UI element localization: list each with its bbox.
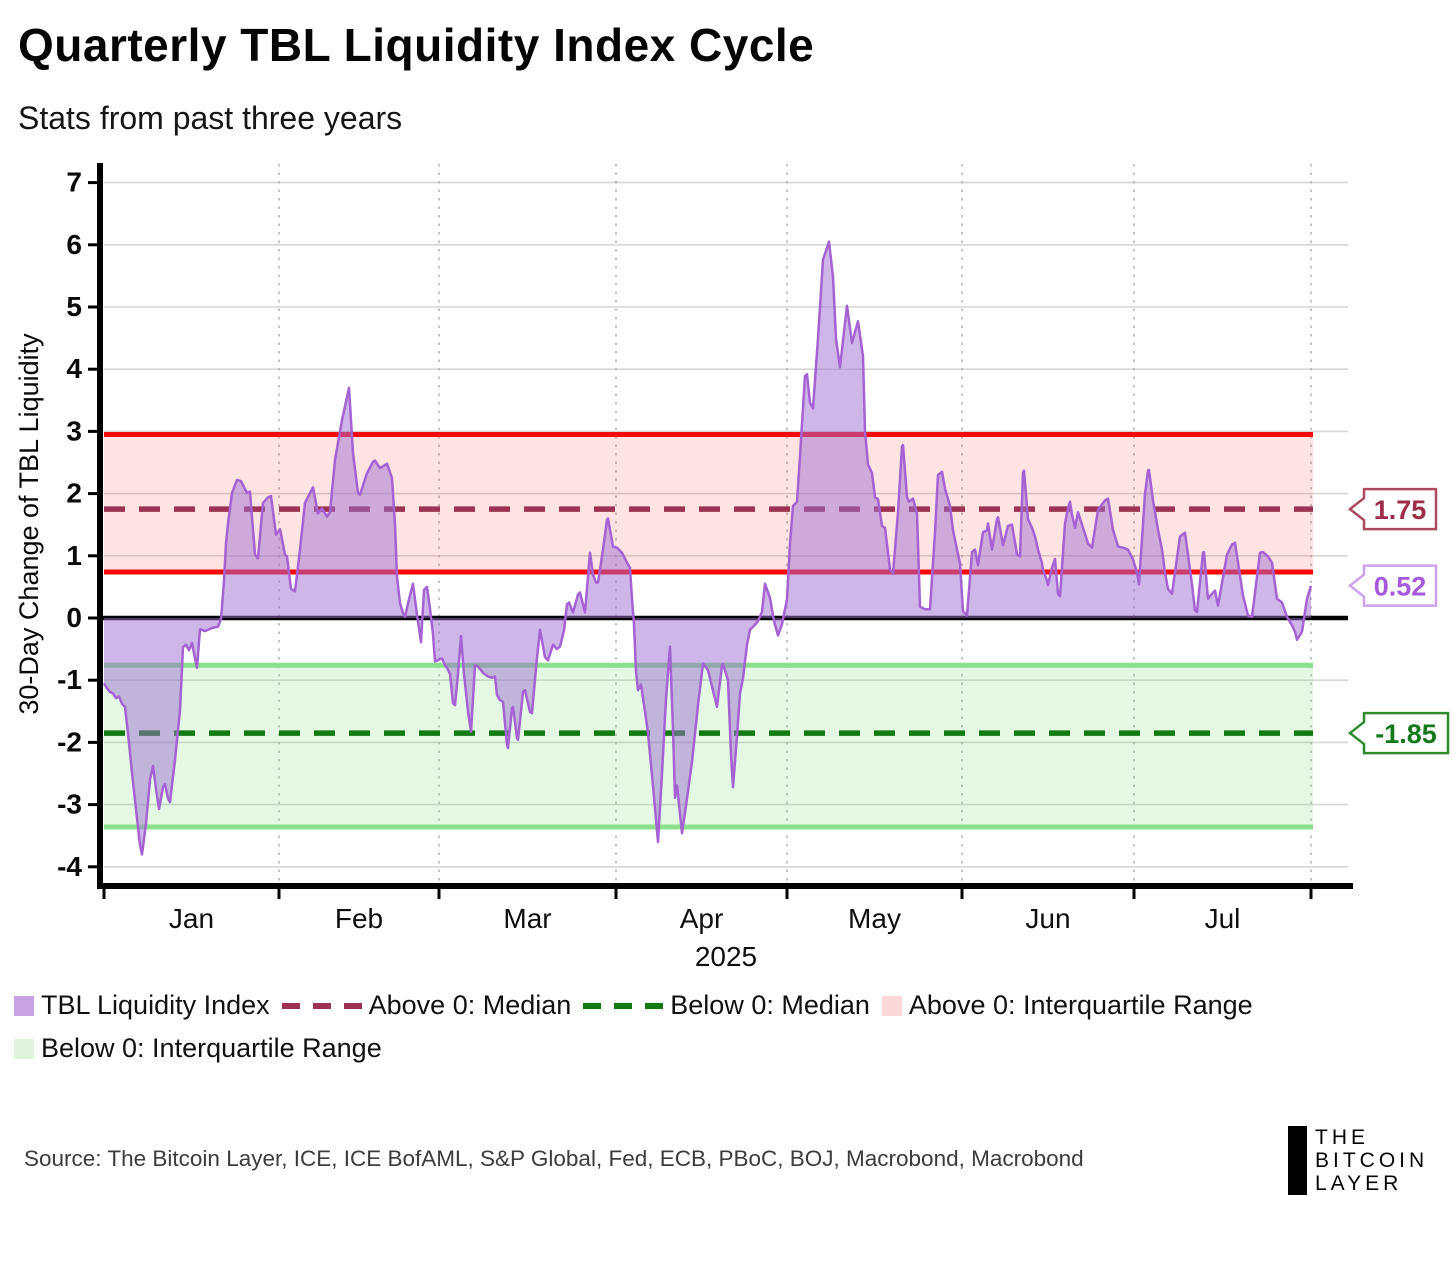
x-tick-label-jul: Jul bbox=[1205, 903, 1241, 934]
legend-row-1: TBL Liquidity Index Above 0: Median Belo… bbox=[14, 990, 1444, 1021]
legend-label: Below 0: Median bbox=[670, 990, 870, 1020]
y-tick-label: 7 bbox=[66, 167, 82, 198]
x-tick-label-jun: Jun bbox=[1025, 903, 1070, 934]
y-tick-label: -1 bbox=[57, 664, 82, 695]
callout-box-0.52 bbox=[1347, 564, 1438, 607]
x-axis-year-label: 2025 bbox=[695, 941, 757, 972]
y-axis-spine bbox=[97, 163, 103, 889]
y-tick-label: 2 bbox=[66, 478, 82, 509]
legend-label: Below 0: Interquartile Range bbox=[41, 1033, 382, 1063]
source-attribution: Source: The Bitcoin Layer, ICE, ICE BofA… bbox=[24, 1146, 1084, 1171]
callout-box-1.75 bbox=[1347, 487, 1438, 531]
y-tick-label: -3 bbox=[57, 789, 82, 820]
callout-value-1.75: 1.75 bbox=[1374, 495, 1427, 525]
x-tick-label-feb: Feb bbox=[335, 903, 383, 934]
the-bitcoin-layer-logo: THE BITCOIN LAYER bbox=[1288, 1126, 1428, 1195]
y-tick-label: 5 bbox=[66, 291, 82, 322]
callout-value-0.52: 0.52 bbox=[1374, 572, 1427, 602]
x-axis-spine bbox=[97, 883, 1353, 889]
x-tick-label-jan: Jan bbox=[169, 903, 214, 934]
legend-row-2: Below 0: Interquartile Range bbox=[14, 1033, 1444, 1064]
logo-line-layer: LAYER bbox=[1315, 1172, 1403, 1195]
legend-item-below0-median: Below 0: Median bbox=[583, 990, 870, 1021]
legend-label: Above 0: Median bbox=[368, 990, 572, 1020]
logo-line-the: THE bbox=[1315, 1126, 1369, 1149]
y-tick-label: 0 bbox=[66, 602, 82, 633]
lightgreen-square-swatch bbox=[14, 1038, 34, 1059]
tbl-liquidity-index-line bbox=[102, 240, 1313, 856]
pink-square-swatch bbox=[881, 995, 902, 1016]
legend-label: TBL Liquidity Index bbox=[41, 990, 270, 1020]
legend-label: Above 0: Interquartile Range bbox=[908, 990, 1253, 1020]
y-axis-ticks: 7 6 5 4 3 2 1 0 -1 -2 -3 -4 bbox=[57, 167, 97, 882]
logo-line-bitcoin: BITCOIN bbox=[1315, 1149, 1429, 1172]
x-tick-label-may: May bbox=[848, 903, 901, 934]
purple-square-swatch bbox=[14, 995, 34, 1016]
vertical-gridlines bbox=[278, 164, 1312, 884]
x-tick-label-mar: Mar bbox=[503, 903, 551, 934]
y-tick-label: 3 bbox=[66, 415, 82, 446]
legend-item-below0-iqr: Below 0: Interquartile Range bbox=[14, 1033, 382, 1064]
callout-box--1.85 bbox=[1347, 711, 1450, 755]
below0-iqr-band bbox=[104, 665, 1313, 827]
y-tick-label: 4 bbox=[66, 353, 82, 384]
maroon-dashed-line-swatch bbox=[281, 1002, 362, 1009]
logo-bar-mark bbox=[1288, 1126, 1307, 1195]
value-callouts: 1.75 0.52 -1.85 bbox=[1347, 487, 1450, 755]
legend-item-above0-iqr: Above 0: Interquartile Range bbox=[881, 990, 1253, 1021]
callout-value--1.85: -1.85 bbox=[1375, 719, 1437, 749]
tbl-liquidity-index-area bbox=[104, 241, 1311, 855]
y-tick-label: -2 bbox=[57, 726, 82, 757]
chart-legend: TBL Liquidity Index Above 0: Median Belo… bbox=[14, 990, 1444, 1076]
y-tick-label: 1 bbox=[66, 540, 82, 571]
legend-item-tbl-liquidity-index: TBL Liquidity Index bbox=[14, 990, 270, 1021]
logo-wordmark: THE BITCOIN LAYER bbox=[1315, 1126, 1428, 1195]
green-dashed-line-swatch bbox=[583, 1002, 664, 1009]
x-axis-ticks: Jan Feb Mar Apr May Jun Jul 2025 bbox=[102, 889, 1313, 972]
page-subtitle: Stats from past three years bbox=[18, 100, 403, 136]
legend-item-above0-median: Above 0: Median bbox=[281, 990, 572, 1021]
y-axis-title: 30-Day Change of TBL Liquidity bbox=[14, 333, 44, 715]
page-title: Quarterly TBL Liquidity Index Cycle bbox=[18, 19, 815, 71]
y-tick-label: 6 bbox=[66, 229, 82, 260]
x-tick-label-apr: Apr bbox=[680, 903, 724, 934]
y-tick-label: -4 bbox=[57, 851, 82, 882]
